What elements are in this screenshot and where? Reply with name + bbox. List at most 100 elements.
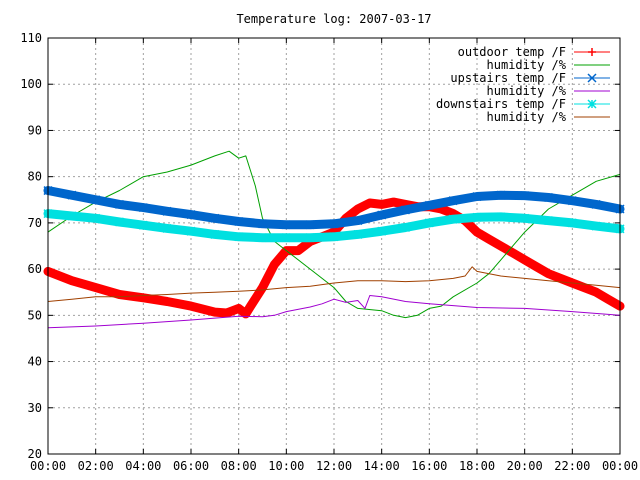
data-point [543,192,554,202]
data-point [377,210,387,220]
data-point [329,219,339,229]
data-point [210,308,219,317]
legend-label: upstairs temp /F [450,71,566,85]
data-point [329,232,339,242]
legend-item: humidity /% [487,110,610,124]
series-line [47,150,621,319]
data-point [591,221,601,231]
series-4 [47,295,621,329]
data-point [270,260,279,269]
data-point [389,198,398,207]
series-line [47,266,621,302]
legend-item: humidity /% [487,84,610,98]
data-point [472,192,482,202]
data-point [496,242,505,250]
data-point [305,220,315,230]
x-tick-label: 10:00 [268,459,304,473]
data-point [187,302,195,311]
legend-label: downstairs temp /F [436,97,566,111]
x-tick-label: 18:00 [459,459,495,473]
data-point [163,297,172,306]
data-point [448,196,458,206]
y-tick-label: 30 [28,401,42,415]
data-point [162,206,172,216]
x-tick-label: 08:00 [221,459,257,473]
data-point [246,302,255,311]
data-point [257,219,268,229]
data-point [592,288,601,297]
data-point [353,205,362,214]
legend-item: upstairs temp /F [450,71,610,85]
data-point [91,283,100,292]
data-point [365,199,374,208]
x-axis-ticks: 00:00 02:00 04:00 06:00 08:00 10:00 12:00 14:00… [30,38,638,473]
data-point [138,203,148,213]
data-point [294,246,303,255]
data-point [186,226,196,236]
series-line [47,295,621,329]
series-layer [43,150,625,329]
y-axis-ticks: 20 30 40 50 60 70 80 90 100 110 [20,31,620,461]
data-point [281,233,291,243]
data-point [520,255,529,264]
y-tick-label: 40 [28,355,42,369]
data-point [162,223,172,233]
legend-label: humidity /% [487,84,567,98]
data-point [588,48,596,56]
data-point [114,217,125,227]
legend-label: humidity /% [487,110,567,124]
legend-item: humidity /% [487,58,610,72]
data-point [281,220,291,230]
data-point [91,213,101,223]
data-point [496,190,506,200]
x-tick-label: 12:00 [316,459,352,473]
data-point [138,220,148,230]
data-point [424,218,434,228]
data-point [448,214,458,224]
legend-label: humidity /% [487,58,567,72]
data-point [67,211,77,221]
y-tick-label: 80 [28,170,42,184]
data-point [587,99,597,109]
data-point [257,233,268,243]
data-point [377,200,386,209]
series-3 [43,186,625,230]
data-point [484,235,493,244]
y-tick-label: 60 [28,262,42,276]
legend-item: downstairs temp /F [436,97,610,111]
data-point [377,226,387,236]
y-tick-label: 20 [28,447,42,461]
x-tick-label: 14:00 [364,459,400,473]
data-point [67,276,76,285]
data-point [496,212,506,222]
data-point [234,216,244,227]
x-tick-label: 00:00 [30,459,66,473]
y-tick-label: 50 [28,308,42,322]
data-point [210,213,220,223]
x-tick-label: 22:00 [554,459,590,473]
data-point [67,190,77,200]
data-point [353,229,363,239]
data-point [400,205,411,215]
y-tick-label: 100 [20,77,42,91]
data-point [520,191,530,201]
y-tick-label: 90 [28,123,42,137]
x-tick-label: 20:00 [507,459,543,473]
series-6 [47,266,621,302]
data-point [587,73,597,83]
x-tick-label: 06:00 [173,459,209,473]
data-point [532,262,541,271]
y-tick-label: 110 [20,31,42,45]
x-tick-label: 00:00 [602,459,638,473]
series-2 [47,150,621,319]
data-point [91,195,101,205]
legend-item: outdoor temp /F [458,45,610,59]
x-tick-label: 04:00 [125,459,161,473]
data-point [222,309,231,318]
data-point [305,233,315,243]
data-point [473,228,481,237]
x-tick-label: 02:00 [78,459,114,473]
data-point [400,222,411,233]
data-point [543,216,554,226]
